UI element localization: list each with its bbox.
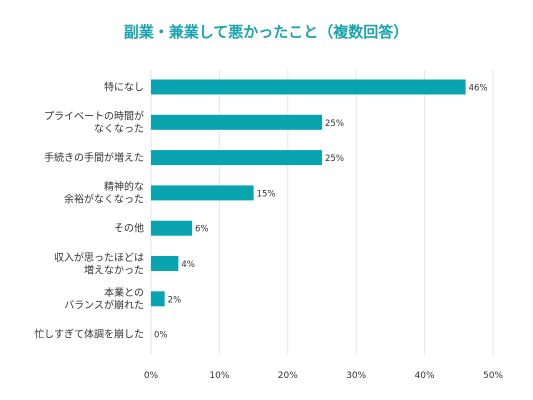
x-tick-label: 20% <box>278 371 298 381</box>
x-tick-label: 40% <box>415 371 435 381</box>
x-axis-ticks: 0% 10% 20% 30% 40% 50% <box>144 371 504 381</box>
category-label: 特になし <box>104 82 144 94</box>
category-labels: 特になしプライベートの時間がなくなった手続きの手間が増えた精神的な余裕がなくなっ… <box>34 82 144 341</box>
category-label: 精神的な余裕がなくなった <box>64 180 144 206</box>
category-label: 手続きの手間が増えた <box>44 151 144 164</box>
value-label: 25% <box>325 119 344 129</box>
value-label: 4% <box>181 260 195 270</box>
value-label: 6% <box>195 225 209 235</box>
bar <box>151 150 322 166</box>
grid-lines <box>150 70 494 355</box>
category-label: その他 <box>114 222 144 235</box>
bar <box>151 291 165 307</box>
category-label: 忙しすぎて体調を崩した <box>34 328 144 341</box>
value-label: 46% <box>469 84 488 94</box>
value-label: 25% <box>325 154 344 164</box>
category-label: 収入が思ったほどは増えなかった <box>54 251 144 277</box>
category-label: プライベートの時間がなくなった <box>44 110 144 136</box>
bars: 46% 25% 25% 15% 6% 4% 2% 0% <box>151 79 488 341</box>
value-label: 0% <box>154 331 168 341</box>
x-tick-label: 50% <box>483 371 503 381</box>
bar <box>151 220 193 236</box>
value-label: 2% <box>168 295 182 305</box>
bar <box>151 256 179 271</box>
x-tick-label: 0% <box>144 371 159 381</box>
bar <box>151 114 322 130</box>
category-label: 本業とのバランスが崩れた <box>64 286 144 312</box>
chart-title: 副業・兼業して悪かったこと（複数回答） <box>124 23 409 41</box>
x-tick-label: 10% <box>209 371 229 381</box>
x-tick-label: 30% <box>346 371 366 381</box>
bar <box>151 185 254 201</box>
bar <box>151 79 466 95</box>
value-label: 15% <box>257 189 276 199</box>
